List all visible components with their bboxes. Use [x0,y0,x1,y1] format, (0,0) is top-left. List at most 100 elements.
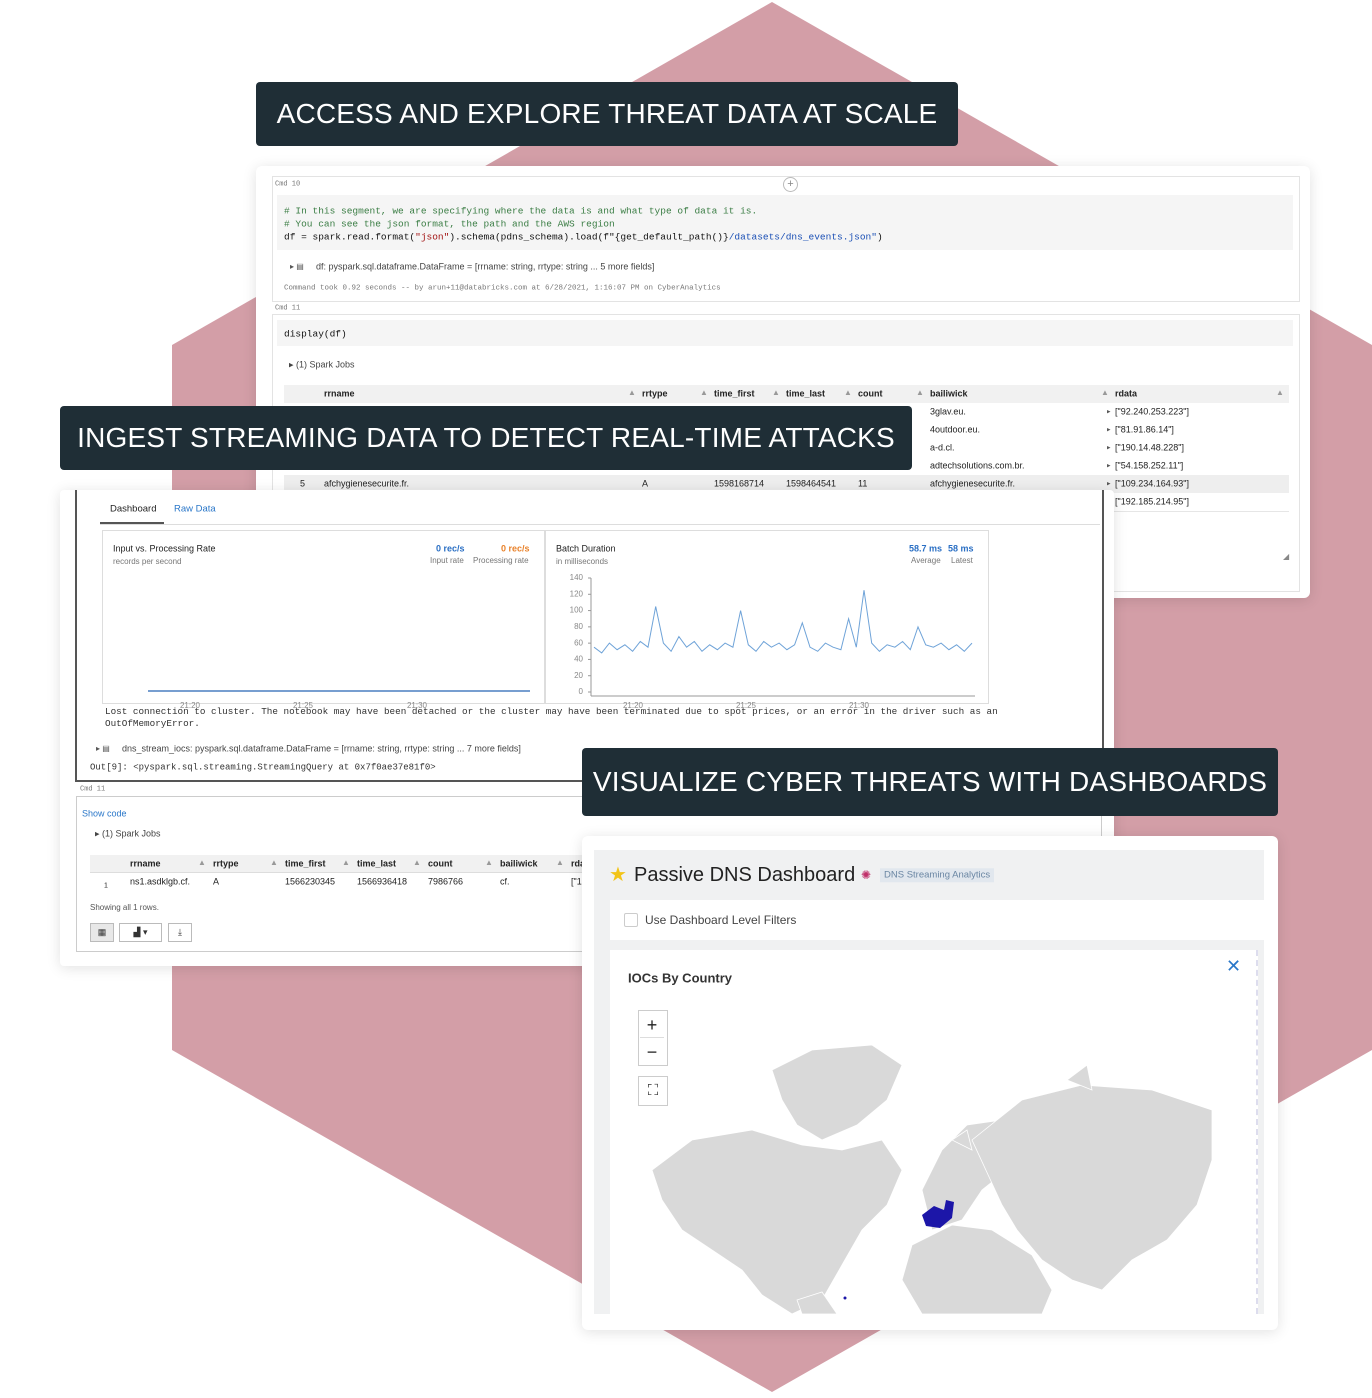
table-cell: 7986766 [428,876,464,887]
add-cell-button[interactable]: + [783,177,798,192]
zoom-out[interactable]: − [646,1042,658,1062]
shape [971,1084,1213,1291]
code-token: df = spark.read.format( [284,231,416,243]
chart-title: Input vs. Processing Rate [113,543,216,554]
tab[interactable]: Raw Data [174,503,216,515]
table-cell: ["192.185.214.95"] [1115,496,1189,507]
zoom-control [638,1010,668,1066]
processing-rate: 0 rec/s [501,543,530,554]
tab[interactable]: Dashboard [110,503,157,515]
column-header: count [428,858,453,869]
download-button[interactable]: ⤓ [168,923,192,942]
expand-arrow[interactable]: ▸ [289,359,297,370]
column-header: rrname [324,388,355,399]
column-header: time_first [285,858,326,869]
filter-label: Use Dashboard Level Filters [645,913,797,927]
cell-label: Cmd 10 [275,180,301,189]
code-area [277,320,1293,346]
table-cell: 11 [858,478,868,489]
sort-icon: ▲ [342,858,350,867]
y-tick-label: 40 [574,655,583,664]
table-cell: 4outdoor.eu. [930,424,981,435]
code-line: display(df) [284,328,347,340]
sort-icon: ▲ [1101,388,1109,397]
chart-box [102,530,545,704]
sort-icon: ▲ [628,388,636,397]
table-cell: A [642,478,649,489]
spark-jobs-label: (1) Spark Jobs [296,359,355,370]
shape [951,1064,1093,1151]
column-header: bailiwick [930,388,968,399]
table-cell: ["92.240.253.223"] [1115,406,1189,417]
column-header: time_last [786,388,826,399]
table-cell: ["1 [571,876,582,887]
tab-underline [100,522,164,524]
sort-icon: ▲ [413,858,421,867]
favorite-star[interactable]: ★ [609,864,627,886]
chart-view-button[interactable]: ▟ ▾ [119,923,162,942]
checkbox[interactable] [624,913,638,927]
chart-subtitle: in milliseconds [556,557,609,566]
table-cell: 1566936418 [357,876,408,887]
x-tick-label: 21:30 [849,701,870,710]
stream-charts: 21:20 21:25 21:30 0 20 40 60 80 100 120 140 21:20 21… [148,573,975,710]
command-timing: Command took 0.92 seconds -- by arun+11@… [284,284,721,293]
land [651,1044,1213,1314]
table-cell: afchygienesecurite.fr. [324,478,410,489]
expand-arrow: ▸ [1107,462,1111,470]
highlighted-point [843,1296,847,1300]
processing-rate-label: Processing rate [473,556,529,565]
column-header: rrname [130,858,161,869]
show-code[interactable]: Show code [82,808,127,819]
table-view-button[interactable]: ▦ [90,923,114,942]
dashboard-tag: DNS Streaming Analytics [880,868,995,882]
fullscreen-button[interactable]: ⛶ [638,1076,668,1106]
batch-duration-line [593,590,973,654]
sort-icon: ▲ [1276,388,1284,397]
cell-label: Cmd 11 [275,304,301,313]
table-header [90,855,590,873]
y-tick-label: 120 [570,589,584,598]
code-string: /datasets/dns_events.json" [728,231,877,243]
spark-jobs[interactable]: ▸ (1) Spark Jobs [289,359,355,370]
table-cell: 1598464541 [786,478,837,489]
highlighted-countries [922,1200,954,1228]
expand-arrow[interactable]: ▸ [95,828,103,839]
expand-arrow: ▸ [1107,408,1111,416]
average-duration: 58.7 ms [909,543,943,554]
table-cell: ["190.14.48.228"] [1115,442,1184,453]
df-info: df: pyspark.sql.dataframe.DataFrame = [r… [316,261,655,272]
code-line: df = spark.read.format("json").schema(pd… [284,232,883,242]
code-token: ).schema(pdns_schema).load(f"{get_defaul… [449,231,729,243]
banner: ACCESS AND EXPLORE THREAT DATA AT SCALE [256,82,958,146]
zoom-in[interactable]: + [646,1015,658,1035]
expand-arrow: ▸ [1107,480,1111,488]
table-cell: 3glav.eu. [930,406,966,417]
y-tick-label: 140 [570,573,584,582]
column-header: rrtype [213,858,239,869]
table-cell: 1 [104,882,108,890]
cell-label: Cmd 11 [80,785,106,794]
column-header: time_last [357,858,397,869]
spark-jobs-label: (1) Spark Jobs [102,828,161,839]
table-cell: 1598168714 [714,478,765,489]
banner: VISUALIZE CYBER THREATS WITH DASHBOARDS [582,748,1278,816]
x-tick-label: 21:20 [623,701,644,710]
expand-arrow[interactable]: ▸ ▤ [96,744,110,753]
close-button[interactable]: ✕ [1226,956,1242,976]
sort-icon: ▲ [772,388,780,397]
input-rate: 0 rec/s [436,543,465,554]
shape [796,1291,838,1314]
resize-handle[interactable]: ◢ [1283,552,1290,561]
sort-icon: ▲ [270,858,278,867]
spark-jobs[interactable]: ▸ (1) Spark Jobs [95,828,161,839]
sort-icon: ▲ [556,858,564,867]
sort-icon: ▲ [485,858,493,867]
table-cell: ["109.234.164.93"] [1115,478,1189,489]
expand-arrow[interactable]: ▸ ▤ [290,262,304,271]
column-header: rrtype [642,388,668,399]
table-cell: 1566230345 [285,876,336,887]
column-header: bailiwick [500,858,538,869]
